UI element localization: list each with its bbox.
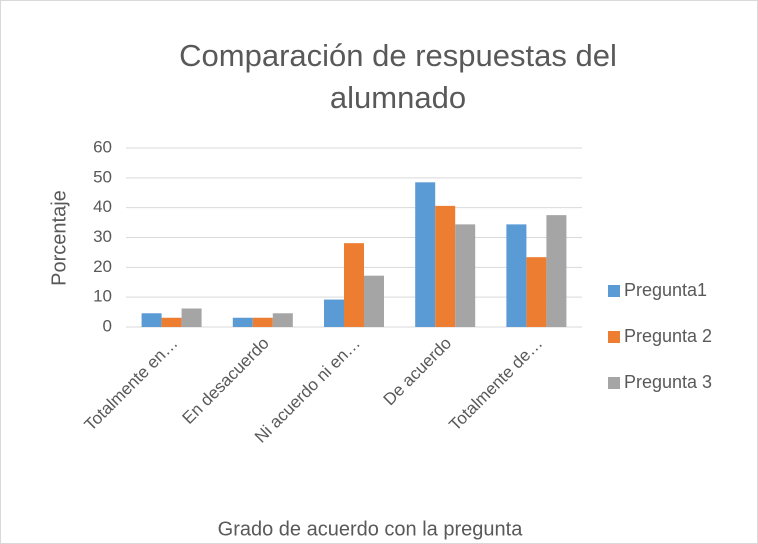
bar [435,205,456,327]
bar [344,243,364,327]
y-tick-label: 50 [93,167,112,186]
legend-swatch [608,377,620,389]
y-tick-label: 10 [93,287,112,306]
y-tick-label: 0 [103,316,112,335]
bar [455,224,476,327]
x-axis-label: Grado de acuerdo con la pregunta [218,518,524,540]
legend-swatch [608,285,620,297]
y-axis-label: Porcentaje [48,190,70,286]
legend-label: Pregunta 2 [624,326,712,346]
y-tick-label: 20 [93,257,112,276]
bar [252,317,273,327]
bar [232,317,253,327]
y-tick-label: 60 [93,137,112,156]
bar [324,299,344,327]
bar [141,313,162,327]
chart-title: Comparación de respuestas del alumnado [179,38,617,115]
y-tick-label: 30 [93,227,112,246]
y-tick-label: 40 [93,197,112,216]
legend-label: Pregunta 3 [624,372,712,392]
bar [181,308,202,327]
bar [506,224,527,327]
bar [415,182,436,327]
bar [364,275,384,327]
bar [272,313,293,327]
bar [526,257,547,327]
bar [546,215,567,327]
legend-label: Pregunta1 [624,280,707,300]
bar [161,317,182,327]
legend-swatch [608,331,620,343]
